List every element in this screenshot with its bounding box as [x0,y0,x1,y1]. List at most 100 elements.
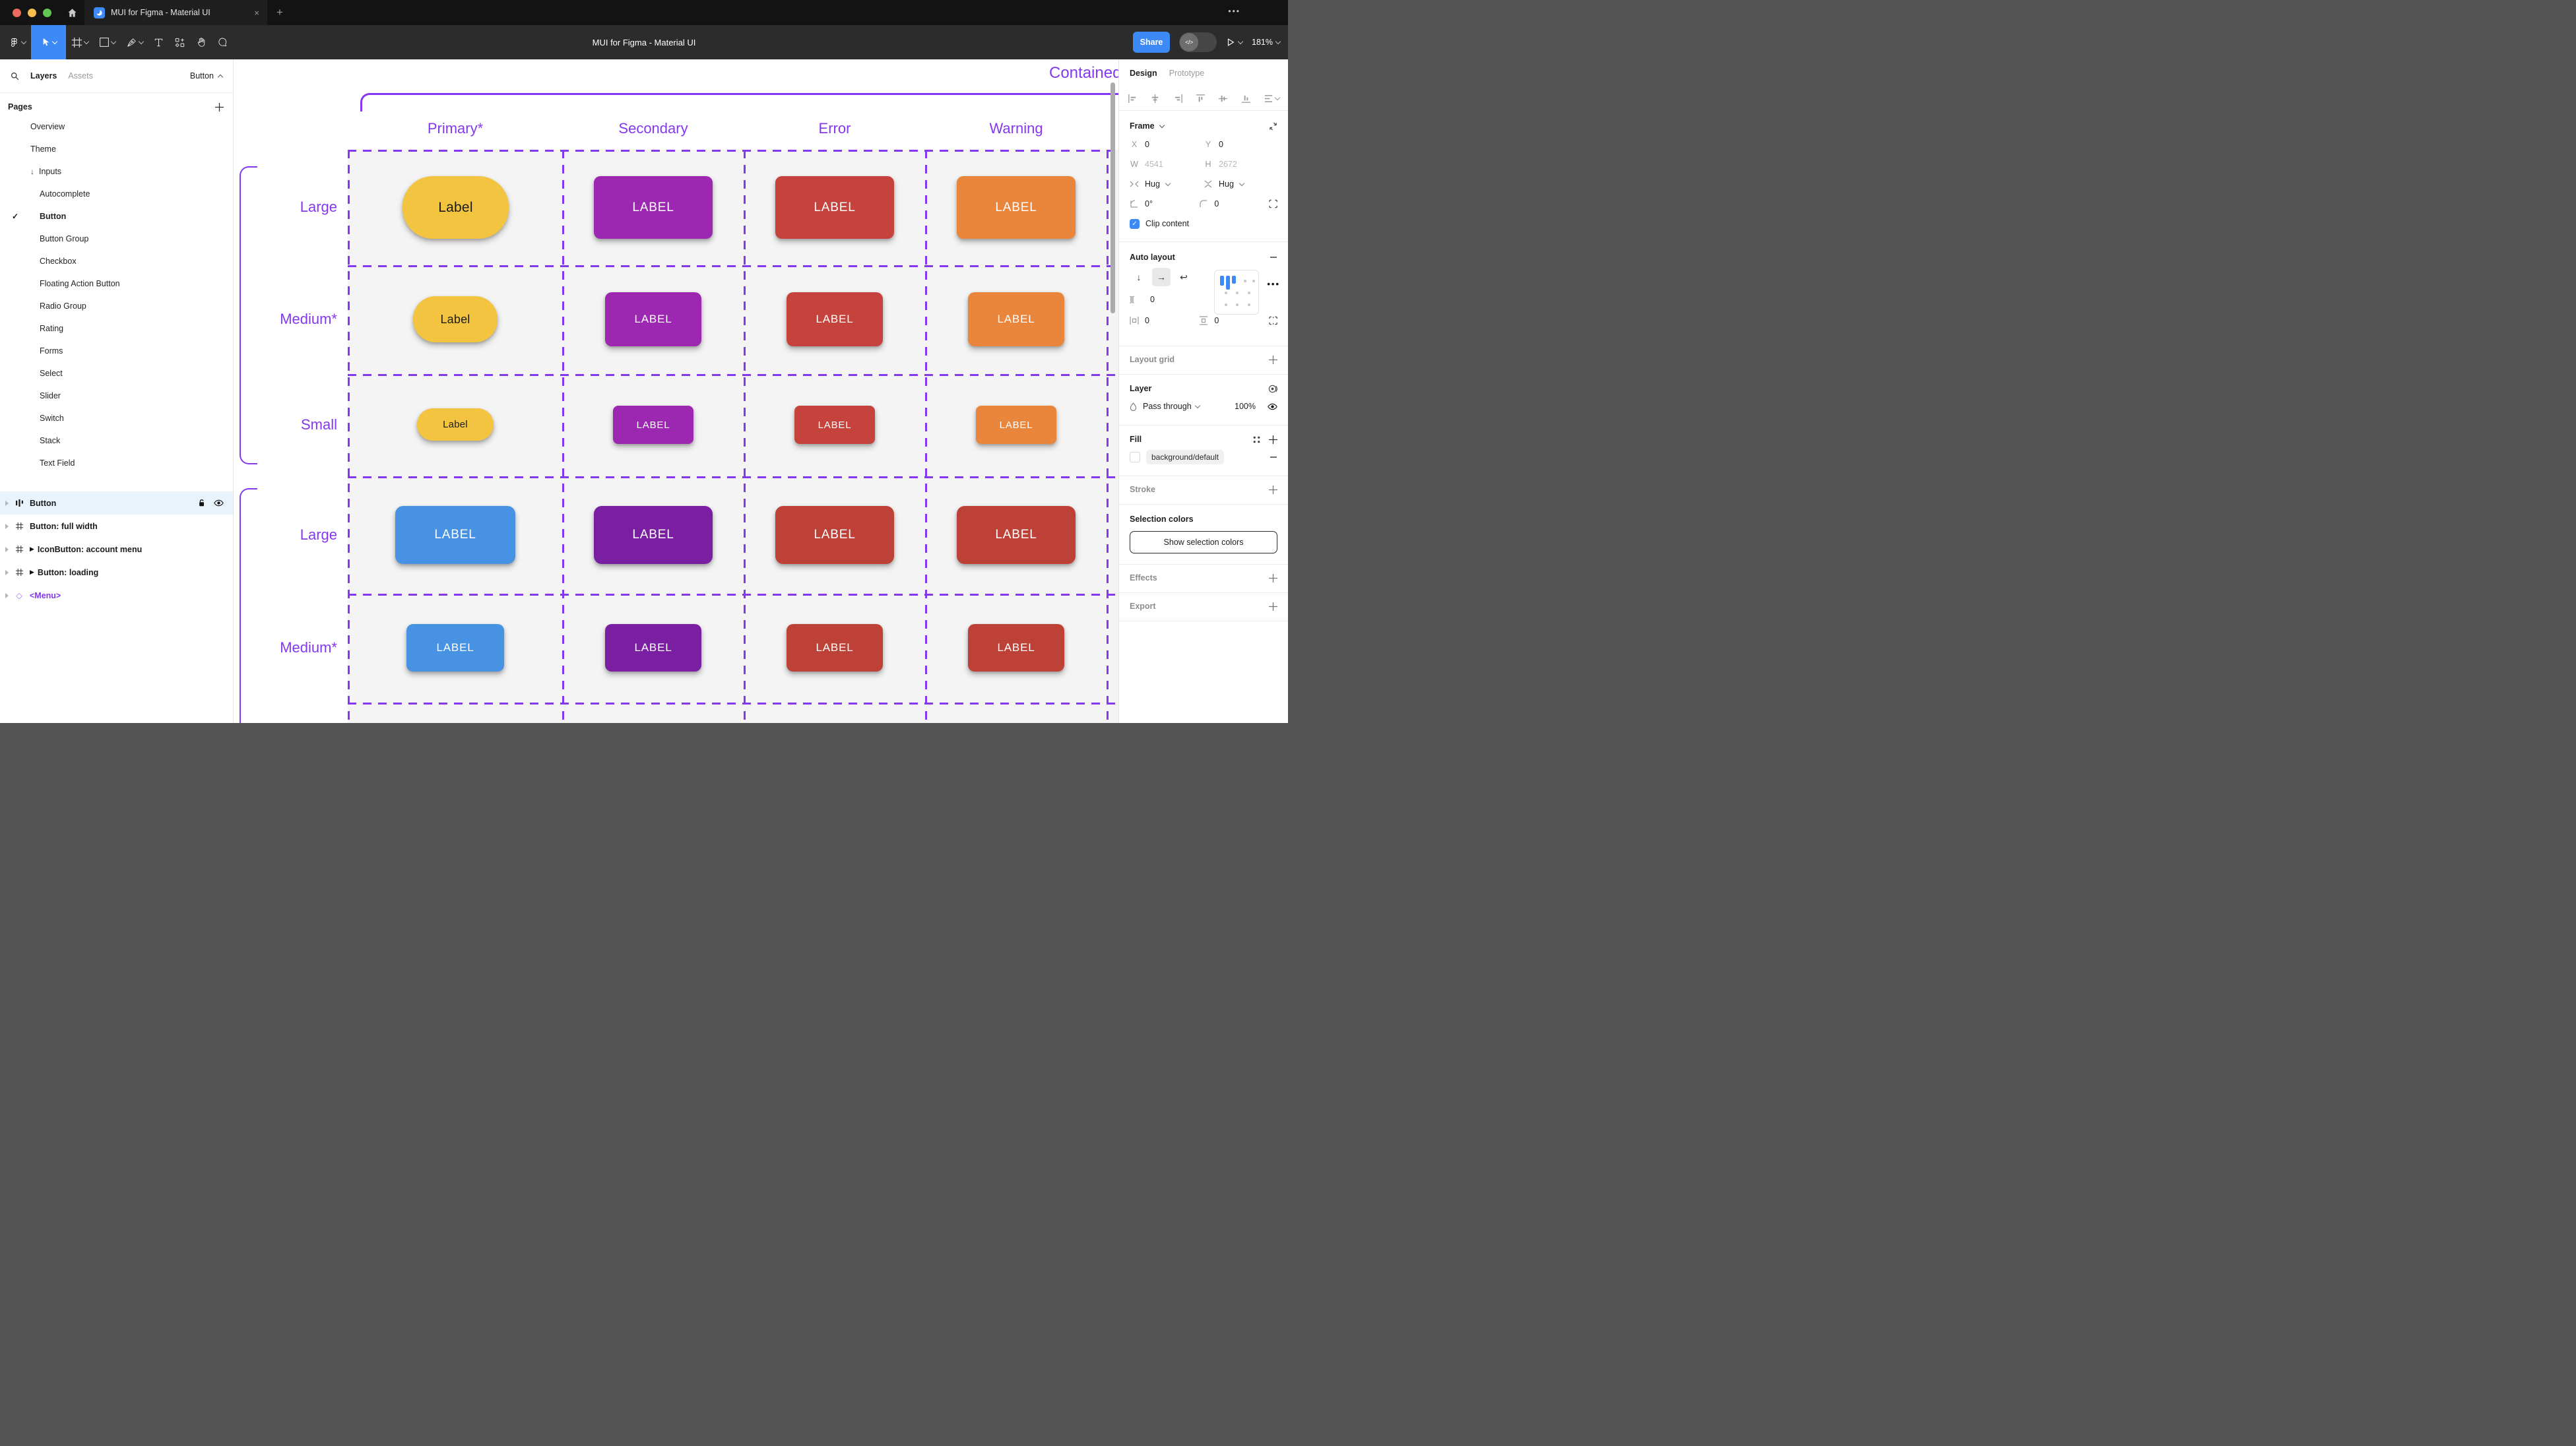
page-item-theme[interactable]: Theme [30,144,56,154]
disclosure-triangle-icon[interactable] [5,546,9,552]
page-item-stack[interactable]: Stack [40,436,61,445]
fill-styles-icon[interactable] [1252,435,1261,444]
remove-auto-layout-icon[interactable] [1270,253,1277,261]
corner-radius-field[interactable]: 0 [1199,199,1268,208]
present-button[interactable] [1226,38,1244,47]
new-tab-button[interactable]: + [276,6,283,18]
layer-row-button-loading[interactable]: ▶ Button: loading [0,561,233,584]
button-warning-dark-medium[interactable]: LABEL [968,624,1064,672]
comment-tool-button[interactable] [212,25,233,59]
button-primary-blue-medium[interactable]: LABEL [406,624,504,672]
button-primary-small[interactable]: Label [417,408,494,441]
button-warning-medium[interactable]: LABEL [968,292,1064,346]
add-effect-icon[interactable] [1269,573,1277,582]
layer-row-button[interactable]: Button [0,491,233,515]
search-icon[interactable] [11,72,19,80]
add-fill-icon[interactable] [1269,435,1277,444]
hand-tool-button[interactable] [191,25,212,59]
layer-visibility-icon[interactable] [1268,403,1277,410]
button-warning-large[interactable]: LABEL [957,176,1076,239]
layout-horizontal-button[interactable]: → [1152,268,1171,286]
distribute-menu[interactable] [1264,94,1281,104]
text-tool-button[interactable] [148,25,169,59]
pen-tool-button[interactable] [121,25,148,59]
button-secondary-dark-medium[interactable]: LABEL [605,624,701,672]
item-spacing-field[interactable]: ]|[ 0 [1130,295,1155,304]
tab-layers[interactable]: Layers [30,71,57,80]
tab-prototype[interactable]: Prototype [1169,69,1205,78]
button-secondary-medium[interactable]: LABEL [605,292,701,346]
button-primary-large[interactable]: Label [402,176,509,239]
layout-wrap-button[interactable]: ↩ [1180,271,1188,282]
button-error-dark-medium[interactable]: LABEL [787,624,883,672]
fill-token-chip[interactable]: background/default [1146,450,1225,464]
page-item-button-group[interactable]: Button Group [40,234,89,243]
page-item-checkbox[interactable]: Checkbox [40,257,77,266]
frame-section-title[interactable]: Frame [1130,121,1155,131]
tab-assets[interactable]: Assets [68,71,93,80]
align-horizontal-center-icon[interactable] [1150,94,1160,104]
page-item-slider[interactable]: Slider [40,391,61,400]
remove-fill-icon[interactable] [1270,453,1277,461]
align-right-icon[interactable] [1173,94,1183,104]
dev-mode-toggle[interactable]: </> [1179,32,1217,52]
minimize-window-button[interactable] [28,8,36,17]
independent-padding-icon[interactable] [1269,316,1277,325]
layout-vertical-button[interactable]: ↓ [1136,272,1142,282]
window-more-icon[interactable]: ••• [1228,7,1240,16]
zoom-window-button[interactable] [43,8,51,17]
button-primary-medium[interactable]: Label [413,296,498,342]
canvas-viewport[interactable]: Contained Primary* Secondary Error Warni… [234,59,1118,723]
page-item-rating[interactable]: Rating [40,324,64,333]
close-tab-icon[interactable]: × [254,7,259,18]
layer-row-iconbutton-account-menu[interactable]: ▶ IconButton: account menu [0,538,233,561]
button-warning-dark-large[interactable]: LABEL [957,506,1076,564]
frame-tool-button[interactable] [66,25,94,59]
vertical-padding-field[interactable]: 0 [1199,316,1268,325]
main-menu-button[interactable] [0,25,31,59]
add-stroke-icon[interactable] [1269,485,1277,494]
unlock-icon[interactable] [198,499,206,507]
tab-design[interactable]: Design [1130,69,1157,78]
align-left-icon[interactable] [1128,94,1138,104]
layer-row-button-full-width[interactable]: Button: full width [0,515,233,538]
page-selector-dropdown[interactable]: Button [190,71,224,80]
file-tab[interactable]: MUI for Figma - Material UI × [84,0,267,25]
align-bottom-icon[interactable] [1241,94,1251,104]
move-tool-button[interactable] [31,25,66,59]
button-primary-blue-large[interactable]: LABEL [395,506,515,564]
page-item-text-field[interactable]: Text Field [40,458,75,468]
horizontal-resizing-dropdown[interactable]: Hug [1130,179,1204,189]
disclosure-triangle-icon[interactable] [5,523,9,529]
visibility-eye-icon[interactable] [214,499,224,507]
clip-content-checkbox[interactable]: ✓ Clip content [1130,214,1277,234]
button-error-small[interactable]: LABEL [794,406,875,444]
add-export-icon[interactable] [1269,602,1277,611]
add-page-icon[interactable] [215,102,224,111]
alignment-grid[interactable] [1214,270,1259,315]
align-top-icon[interactable] [1196,94,1206,104]
rotation-field[interactable]: 0° [1130,199,1199,208]
button-error-large[interactable]: LABEL [775,176,894,239]
page-item-overview[interactable]: Overview [30,122,65,131]
height-field[interactable]: H 2672 [1205,160,1237,169]
layer-opacity-field[interactable]: 100% [1235,402,1256,411]
close-window-button[interactable] [13,8,21,17]
button-secondary-dark-large[interactable]: LABEL [594,506,713,564]
align-vertical-center-icon[interactable] [1218,94,1228,104]
page-item-floating-action-button[interactable]: Floating Action Button [40,279,120,288]
home-button[interactable] [59,8,84,18]
button-error-dark-large[interactable]: LABEL [775,506,894,564]
share-button[interactable]: Share [1133,32,1171,53]
shape-tool-button[interactable] [94,25,121,59]
page-item-select[interactable]: Select [40,369,63,378]
disclosure-triangle-icon[interactable] [5,569,9,575]
disclosure-triangle-icon[interactable] [5,592,9,598]
button-warning-small[interactable]: LABEL [976,406,1056,444]
button-secondary-small[interactable]: LABEL [613,406,693,444]
collapse-icon[interactable] [1269,122,1277,131]
horizontal-padding-field[interactable]: 0 [1130,316,1199,325]
blend-mode-dropdown[interactable]: Pass through [1143,402,1200,411]
